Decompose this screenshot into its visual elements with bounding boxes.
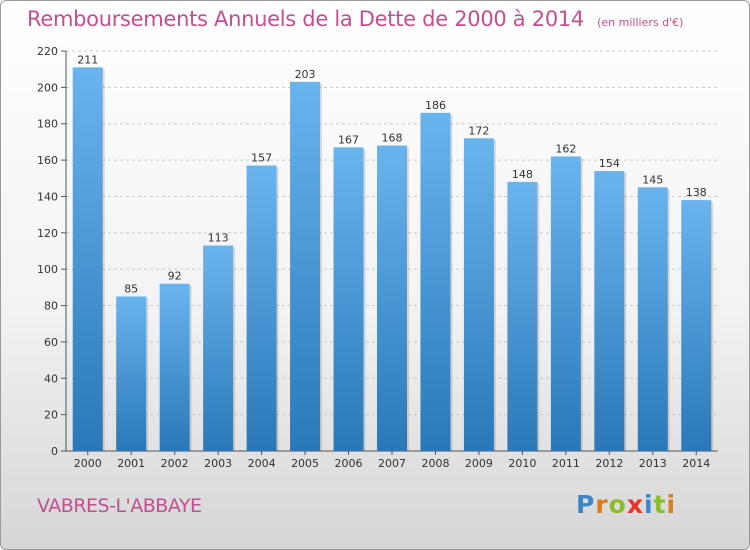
bar — [246, 165, 277, 451]
data-label: 186 — [425, 99, 446, 112]
bar — [463, 138, 494, 452]
bar — [333, 147, 364, 451]
y-tick-label: 180 — [37, 118, 58, 131]
x-tick-label: 2005 — [291, 457, 319, 470]
logo-letter: x — [626, 490, 644, 519]
logo-letter: i — [666, 490, 677, 519]
x-tick-label: 2013 — [639, 457, 667, 470]
bar-layer — [72, 67, 714, 452]
y-tick-label: 120 — [37, 227, 58, 240]
data-label: 162 — [555, 142, 576, 155]
x-tick-label: 2003 — [204, 457, 232, 470]
data-label: 154 — [599, 157, 620, 170]
bar — [116, 296, 147, 451]
data-label: 85 — [124, 282, 138, 295]
bar — [159, 283, 190, 451]
y-tick-label: 20 — [44, 409, 58, 422]
logo-letter: r — [595, 490, 609, 519]
y-tick-label: 200 — [37, 81, 58, 94]
x-tick-label: 2007 — [378, 457, 406, 470]
data-label: 211 — [77, 53, 98, 66]
bar — [507, 181, 538, 451]
bar — [637, 187, 668, 451]
y-tick-label: 220 — [37, 45, 58, 58]
x-tick-label: 2004 — [248, 457, 276, 470]
x-tick-label: 2010 — [508, 457, 536, 470]
y-tick-label: 60 — [44, 336, 58, 349]
logo-letter: i — [644, 490, 654, 519]
logo-letter: P — [576, 490, 596, 519]
bar — [550, 156, 581, 452]
y-tick-label: 100 — [37, 263, 58, 276]
bar — [594, 171, 625, 451]
bar — [681, 200, 712, 451]
data-label: 157 — [251, 152, 272, 165]
bar — [72, 67, 103, 451]
y-tick-label: 80 — [44, 300, 58, 313]
data-label: 167 — [338, 133, 359, 146]
data-label: 113 — [208, 232, 229, 245]
place-name: VABRES-L'ABBAYE — [37, 495, 202, 517]
y-tick-label: 140 — [37, 190, 58, 203]
x-tick-label: 2012 — [595, 457, 623, 470]
proxiti-logo[interactable]: Proxiti — [576, 490, 676, 519]
data-label: 138 — [686, 186, 707, 199]
data-label: 92 — [168, 270, 182, 283]
logo-letter: t — [653, 490, 667, 519]
data-label: 172 — [468, 124, 489, 137]
x-tick-label: 2011 — [552, 457, 580, 470]
data-label: 148 — [512, 168, 533, 181]
unit-text: (en milliers d'€) — [597, 16, 684, 29]
title-text: Remboursements Annuels de la Dette de 20… — [27, 7, 584, 31]
logo-letter: o — [608, 490, 627, 519]
bar — [203, 245, 234, 451]
data-label: 168 — [382, 132, 403, 145]
x-tick-label: 2014 — [682, 457, 710, 470]
label-layer: 211 85 92 113 157 203 167 168 186 172 148 162 154 145… — [77, 53, 707, 295]
y-tick-label: 0 — [51, 445, 58, 458]
axis-layer: 0 20 40 60 80 100 120 140 160 180 200 220 2000 2001 20… — [37, 45, 718, 470]
x-tick-label: 2000 — [74, 457, 102, 470]
bar — [377, 145, 407, 451]
bar — [290, 81, 321, 451]
y-tick-label: 160 — [37, 154, 58, 167]
y-tick-label: 40 — [44, 372, 58, 385]
x-tick-label: 2006 — [335, 457, 363, 470]
bar — [420, 112, 451, 452]
data-label: 203 — [295, 68, 316, 81]
x-tick-label: 2008 — [421, 457, 449, 470]
chart-title: Remboursements Annuels de la Dette de 20… — [27, 7, 683, 31]
data-label: 145 — [642, 173, 663, 186]
x-tick-label: 2009 — [465, 457, 493, 470]
x-tick-label: 2002 — [161, 457, 189, 470]
x-tick-label: 2001 — [117, 457, 145, 470]
